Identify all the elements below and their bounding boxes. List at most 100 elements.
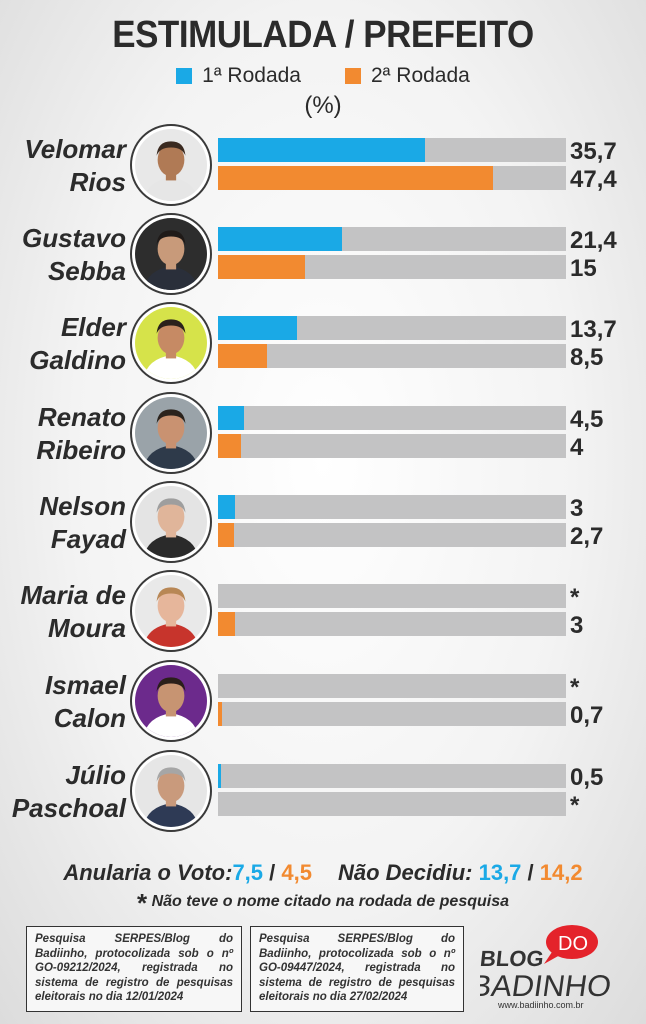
source-box-1: Pesquisa SERPES/Blog do Badiinho, protoc… <box>26 926 242 1012</box>
candidate-name-line1: Velomar <box>24 134 126 164</box>
candidate-row: Maria de Moura * 3 <box>0 570 646 658</box>
bar-round2 <box>218 166 493 190</box>
bar-round2 <box>218 255 305 279</box>
null-vote-sep: / <box>269 860 276 885</box>
candidate-photo <box>130 124 212 206</box>
candidate-name-line2: Moura <box>48 613 126 643</box>
undecided-label: Não Decidiu: <box>338 860 473 885</box>
bar-track <box>218 495 566 519</box>
bar-track <box>218 792 566 816</box>
undecided-sep: / <box>527 860 534 885</box>
candidate-name-line2: Paschoal <box>11 793 126 823</box>
bar-round2 <box>218 702 223 726</box>
footnote: * Não teve o nome citado na rodada de pe… <box>0 888 646 919</box>
logo-blog-text: BLOG <box>480 946 545 971</box>
logo-bubble: DO <box>544 925 598 964</box>
legend-item-round2: 2ª Rodada <box>345 64 470 88</box>
candidate-name: Ismael Calon <box>45 669 126 735</box>
value-label-round1: * <box>570 674 580 701</box>
value-label-round2: * <box>570 792 580 819</box>
null-vote-label: Anularia o Voto: <box>63 860 233 885</box>
legend-swatch-round1 <box>176 68 193 84</box>
candidate-row: Elder Galdino 13,7 8,5 <box>0 302 646 390</box>
candidate-name: Velomar Rios <box>24 133 126 199</box>
value-label-round1: * <box>570 584 580 611</box>
value-label-round2: 4 <box>570 434 584 461</box>
candidate-name: Gustavo Sebba <box>22 222 126 288</box>
value-label-round2: 15 <box>570 255 597 282</box>
candidate-name-line1: Renato <box>37 402 126 432</box>
value-label-round2: 47,4 <box>570 166 617 193</box>
candidate-photo <box>130 481 212 563</box>
footnote-star: * <box>137 888 148 918</box>
undecided-summary: Não Decidiu: 13,7 / 14,2 <box>338 860 583 886</box>
bar-round2 <box>218 434 242 458</box>
bar-track <box>218 584 566 608</box>
value-label-round2: 3 <box>570 612 584 639</box>
legend-swatch-round2 <box>345 68 361 84</box>
bar-track <box>218 344 566 368</box>
bar-track <box>218 612 566 636</box>
candidate-photo <box>130 660 212 742</box>
null-vote-r1: 7,5 <box>232 860 264 885</box>
bar-round1 <box>218 227 343 251</box>
footnote-text: Não teve o nome citado na rodada de pesq… <box>151 893 509 910</box>
candidate-photo <box>130 213 212 295</box>
candidate-row: Júlio Paschoal 0,5 * <box>0 750 646 838</box>
null-vote-summary: Anularia o Voto:7,5 / 4,5 <box>63 860 312 886</box>
candidate-name-line1: Elder <box>60 312 126 342</box>
legend-label-round1: 1ª Rodada <box>202 64 301 87</box>
legend: 1ª Rodada 2ª Rodada <box>0 64 646 88</box>
value-label-round2: 8,5 <box>570 344 604 371</box>
bar-track <box>218 138 566 162</box>
bar-track <box>218 702 566 726</box>
candidate-name: Júlio Paschoal <box>12 759 126 825</box>
value-label-round1: 3 <box>570 495 584 522</box>
candidate-name-line2: Fayad <box>50 524 126 554</box>
bar-round1 <box>218 316 298 340</box>
blog-logo: BLOG DO BADINHO <box>480 925 613 1003</box>
value-label-round2: 2,7 <box>570 523 604 550</box>
bar-track <box>218 255 566 279</box>
candidate-name-line1: Maria de <box>20 580 127 610</box>
bar-round1 <box>218 406 245 430</box>
unit-label: (%) <box>304 92 342 119</box>
bar-track <box>218 434 566 458</box>
value-label-round2: 0,7 <box>570 702 604 729</box>
candidate-name-line1: Júlio <box>65 760 126 790</box>
candidate-name: Renato Ribeiro <box>36 401 126 467</box>
bar-track <box>218 166 566 190</box>
candidate-name: Maria de Moura <box>21 579 127 645</box>
legend-item-round1: 1ª Rodada <box>176 64 301 88</box>
candidate-row: Velomar Rios 35,7 47,4 <box>0 124 646 212</box>
candidate-name-line1: Gustavo <box>21 223 126 253</box>
bar-track <box>218 406 566 430</box>
candidate-row: Nelson Fayad 3 2,7 <box>0 481 646 569</box>
bar-track <box>218 227 566 251</box>
bar-track <box>218 523 566 547</box>
bar-round2 <box>218 523 234 547</box>
logo-do-text: DO <box>558 933 588 955</box>
candidate-photo <box>130 570 212 652</box>
bar-round1 <box>218 495 236 519</box>
candidate-name: Nelson Fayad <box>39 490 126 556</box>
candidate-row: Ismael Calon * 0,7 <box>0 660 646 748</box>
logo-name-text: BADINHO <box>480 970 613 1003</box>
bar-round1 <box>218 138 426 162</box>
candidate-name: Elder Galdino <box>29 311 126 377</box>
null-vote-r2: 4,5 <box>281 860 312 885</box>
legend-label-round2: 2ª Rodada <box>371 64 470 87</box>
logo-url: www.badiinho.com.br <box>498 1000 584 1010</box>
candidate-name-line2: Galdino <box>29 345 126 375</box>
bar-track <box>218 316 566 340</box>
source-box-2: Pesquisa SERPES/Blog do Badiinho, protoc… <box>250 926 464 1012</box>
candidate-name-line1: Ismael <box>45 670 126 700</box>
candidate-name-line2: Ribeiro <box>36 435 126 465</box>
value-label-round1: 13,7 <box>570 316 617 343</box>
candidate-photo <box>130 392 212 474</box>
value-label-round1: 35,7 <box>570 138 617 165</box>
value-label-round1: 4,5 <box>570 406 604 433</box>
undecided-r2: 14,2 <box>539 860 583 885</box>
undecided-r1: 13,7 <box>478 860 522 885</box>
bar-round2 <box>218 344 268 368</box>
